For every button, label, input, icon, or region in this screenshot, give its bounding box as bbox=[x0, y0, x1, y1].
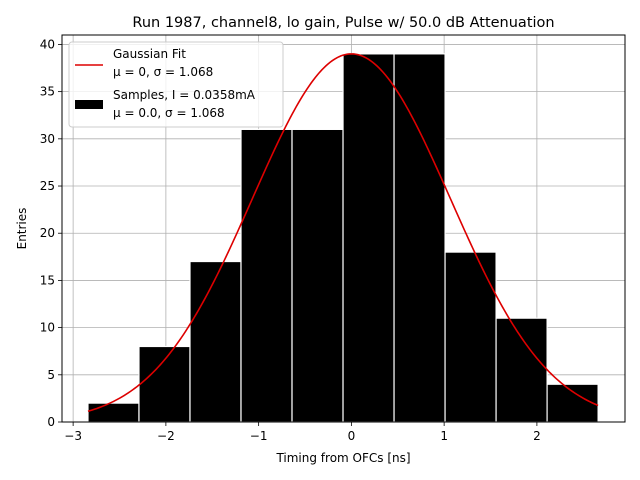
x-tick-label: −2 bbox=[157, 429, 175, 443]
y-tick-label: 10 bbox=[40, 321, 55, 335]
histogram-bar bbox=[291, 128, 344, 423]
histogram-bar bbox=[495, 317, 548, 423]
gaussian-fit-curve bbox=[87, 53, 599, 413]
y-tick-label: 35 bbox=[40, 85, 55, 99]
x-tick-label: −1 bbox=[250, 429, 268, 443]
x-tick-label: 0 bbox=[348, 429, 356, 443]
legend-samples-stats: μ = 0.0, σ = 1.068 bbox=[113, 106, 225, 120]
x-axis-ticks: −3 −2 −1 0 1 2 bbox=[64, 422, 541, 443]
histogram-bar bbox=[546, 383, 599, 423]
histogram-bar bbox=[189, 260, 242, 423]
legend-samples-patch-marker bbox=[75, 100, 103, 109]
histogram-bar bbox=[393, 53, 446, 423]
histogram-bar bbox=[87, 402, 140, 423]
y-tick-label: 15 bbox=[40, 273, 55, 287]
legend-fit-stats: μ = 0, σ = 1.068 bbox=[113, 65, 213, 79]
legend: Gaussian Fit μ = 0, σ = 1.068 Samples, I… bbox=[68, 41, 284, 128]
x-tick-label: 2 bbox=[533, 429, 541, 443]
legend-box bbox=[68, 41, 284, 128]
chart-title: Run 1987, channel8, lo gain, Pulse w/ 50… bbox=[132, 15, 554, 31]
x-tick-label: 1 bbox=[440, 429, 448, 443]
gaussian-fit-curve-group bbox=[87, 53, 599, 413]
y-tick-label: 0 bbox=[47, 415, 55, 429]
histogram-bar bbox=[342, 53, 395, 423]
plot-frame bbox=[61, 34, 626, 423]
legend-samples-label: Samples, I = 0.0358mA bbox=[113, 88, 256, 102]
histogram-bar bbox=[138, 345, 191, 423]
y-tick-label: 30 bbox=[40, 132, 55, 146]
y-axis-label: Entries bbox=[15, 208, 29, 250]
y-tick-label: 5 bbox=[47, 368, 55, 382]
x-tick-label: −3 bbox=[64, 429, 82, 443]
legend-fit-label: Gaussian Fit bbox=[113, 47, 186, 61]
histogram-bars bbox=[87, 53, 599, 423]
x-axis-label: Timing from OFCs [ns] bbox=[275, 451, 410, 465]
y-tick-label: 20 bbox=[40, 226, 55, 240]
histogram-bar bbox=[444, 251, 497, 423]
y-tick-label: 40 bbox=[40, 37, 55, 51]
y-axis-ticks: 0 5 10 15 20 25 30 35 40 bbox=[40, 37, 62, 429]
y-tick-label: 25 bbox=[40, 179, 55, 193]
histogram-bar bbox=[240, 128, 293, 423]
